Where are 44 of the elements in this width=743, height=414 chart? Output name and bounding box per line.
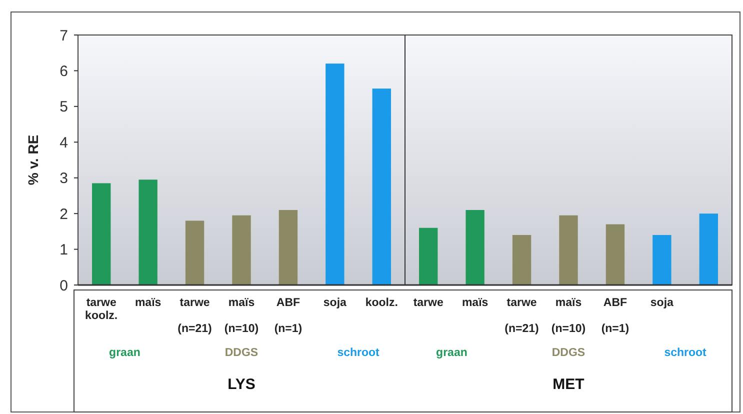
category-label: tarwe (n=21) — [504, 297, 539, 335]
x-tick-label: tarwe — [413, 297, 444, 309]
category-label: ABF (n=1) — [274, 297, 302, 335]
y-tick-label: 6 — [60, 62, 68, 80]
y-tick-label: 2 — [60, 206, 68, 223]
bar — [699, 214, 718, 285]
bar — [512, 235, 532, 285]
bar — [606, 224, 625, 285]
y-tick-label: 5 — [60, 98, 68, 116]
x-tick-label: maïs — [462, 297, 488, 309]
text: graan — [436, 347, 468, 359]
bar — [419, 228, 438, 285]
y-tick-label: 3 — [60, 170, 68, 188]
category-label: ABF (n=1) — [601, 297, 630, 335]
bar — [326, 64, 344, 285]
text: DDGS — [552, 347, 586, 359]
bar — [232, 215, 251, 285]
x-tick-label: soja — [650, 297, 674, 309]
x-tick-label: maïs — [134, 297, 162, 309]
x-tick-label: soja — [323, 297, 348, 309]
text: schroot — [337, 347, 380, 359]
bar — [92, 183, 111, 285]
y-tick-label: 7 — [60, 27, 68, 44]
text: MET — [552, 376, 584, 393]
x-tick-label: tarwe koolz. — [85, 297, 118, 322]
category-label: maïs (n=10) — [224, 297, 259, 335]
text: graan — [109, 347, 140, 359]
y-tick-label: 0 — [60, 277, 68, 294]
y-axis-title: % v. RE — [25, 134, 41, 186]
y-tick-label: 1 — [60, 242, 68, 259]
bar — [278, 210, 298, 285]
bar — [138, 180, 158, 285]
y-tick-label: 4 — [60, 134, 68, 152]
text: DDGS — [224, 347, 258, 359]
bar — [185, 220, 204, 285]
x-tick-label: koolz. — [365, 297, 398, 309]
category-label: maïs (n=10) — [551, 297, 586, 335]
bar — [559, 215, 578, 285]
bar — [652, 235, 672, 285]
bar — [372, 88, 391, 285]
category-label: tarwe (n=21) — [178, 297, 212, 335]
bar — [466, 210, 484, 285]
text: LYS — [228, 376, 256, 393]
text: schroot — [664, 347, 707, 359]
